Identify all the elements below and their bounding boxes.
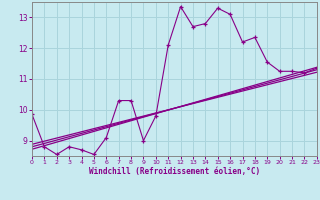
X-axis label: Windchill (Refroidissement éolien,°C): Windchill (Refroidissement éolien,°C) [89,167,260,176]
